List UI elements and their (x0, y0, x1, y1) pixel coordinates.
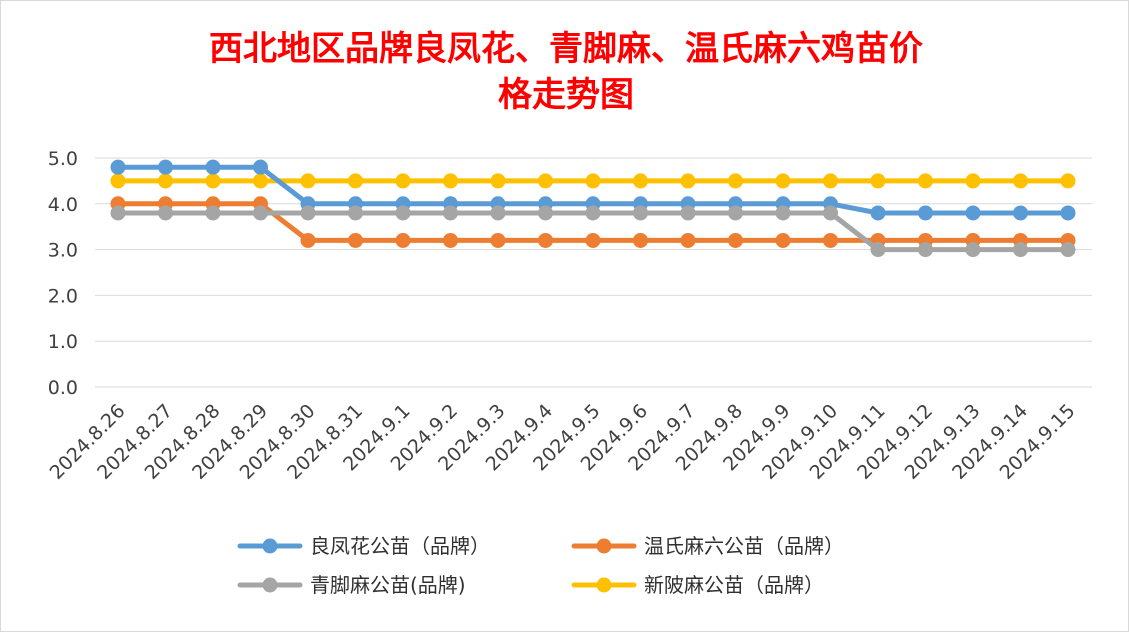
data-point (253, 159, 268, 175)
legend: 良凤花公苗（品牌） 温氏麻六公苗（品牌） 青脚麻公苗(品牌) 新陂麻公苗（品牌） (237, 534, 844, 597)
data-point (633, 173, 648, 189)
series-2 (110, 205, 1076, 258)
data-point (443, 173, 458, 189)
data-point (110, 159, 126, 175)
data-point (490, 205, 506, 221)
data-point (348, 232, 363, 248)
legend-swatch-marker (262, 577, 278, 593)
data-point (395, 232, 411, 248)
legend-label: 温氏麻六公苗（品牌） (644, 534, 844, 558)
data-point (585, 173, 601, 189)
data-point (775, 173, 791, 189)
data-point (253, 205, 268, 221)
data-point (158, 159, 173, 175)
data-point (870, 242, 886, 258)
legend-item: 新陂麻公苗（品牌） (571, 573, 824, 597)
data-point (1013, 205, 1028, 221)
data-point (918, 242, 933, 258)
data-point (918, 173, 933, 189)
data-point (1013, 173, 1028, 189)
data-point (823, 173, 838, 189)
data-point (918, 205, 933, 221)
series-1 (110, 196, 1076, 248)
data-point (110, 173, 126, 189)
y-tick-label: 4.0 (48, 194, 78, 216)
legend-swatch-marker (262, 538, 278, 554)
y-tick-label: 0.0 (48, 377, 78, 399)
legend-label: 青脚麻公苗(品牌) (310, 573, 466, 597)
data-point (965, 173, 981, 189)
data-point (395, 173, 411, 189)
y-axis-tick-labels: 0.0 1.0 2.0 3.0 4.0 5.0 (48, 148, 78, 399)
data-point (490, 173, 506, 189)
data-point (1013, 242, 1028, 258)
data-point (300, 205, 316, 221)
chart-title-line-2: 格走势图 (498, 75, 634, 115)
data-point (728, 205, 743, 221)
data-point (585, 205, 601, 221)
legend-label: 新陂麻公苗（品牌） (644, 573, 824, 597)
legend-label: 良凤花公苗（品牌） (310, 534, 490, 558)
data-point (633, 232, 648, 248)
data-point (158, 205, 173, 221)
data-point (538, 205, 553, 221)
y-tick-label: 1.0 (48, 331, 78, 353)
chart-title: 西北地区品牌良凤花、青脚麻、温氏麻六鸡苗价 格走势图 (209, 29, 923, 115)
data-point (110, 205, 126, 221)
legend-swatch-marker (596, 538, 612, 554)
data-point (965, 205, 981, 221)
y-tick-label: 5.0 (48, 148, 78, 170)
data-point (443, 205, 458, 221)
data-point (1060, 173, 1076, 189)
legend-item: 温氏麻六公苗（品牌） (571, 534, 844, 558)
data-point (443, 232, 458, 248)
chart-title-line-1: 西北地区品牌良凤花、青脚麻、温氏麻六鸡苗价 (209, 29, 923, 69)
data-point (300, 232, 316, 248)
data-point (728, 232, 743, 248)
data-point (823, 205, 838, 221)
y-tick-label: 2.0 (48, 285, 78, 307)
data-point (538, 232, 553, 248)
data-point (870, 205, 886, 221)
y-tick-label: 3.0 (48, 240, 78, 262)
legend-swatch-marker (596, 577, 612, 593)
data-point (253, 173, 268, 189)
data-point (680, 205, 696, 221)
data-point (205, 173, 221, 189)
data-point (965, 242, 981, 258)
data-point (585, 232, 601, 248)
data-point (823, 232, 838, 248)
data-point (158, 173, 173, 189)
data-point (1060, 242, 1076, 258)
data-point (728, 173, 743, 189)
data-point (538, 173, 553, 189)
data-point (680, 232, 696, 248)
data-point (348, 173, 363, 189)
data-point (775, 232, 791, 248)
data-point (1060, 205, 1076, 221)
data-point (205, 205, 221, 221)
data-point (870, 173, 886, 189)
legend-item: 青脚麻公苗(品牌) (237, 573, 466, 597)
series-3 (110, 173, 1076, 189)
data-point (348, 205, 363, 221)
data-point (490, 232, 506, 248)
data-point (775, 205, 791, 221)
data-point (633, 205, 648, 221)
legend-item: 良凤花公苗（品牌） (237, 534, 490, 558)
data-point (680, 173, 696, 189)
data-point (300, 173, 316, 189)
data-point (205, 159, 221, 175)
data-point (395, 205, 411, 221)
series-lines (110, 159, 1076, 258)
